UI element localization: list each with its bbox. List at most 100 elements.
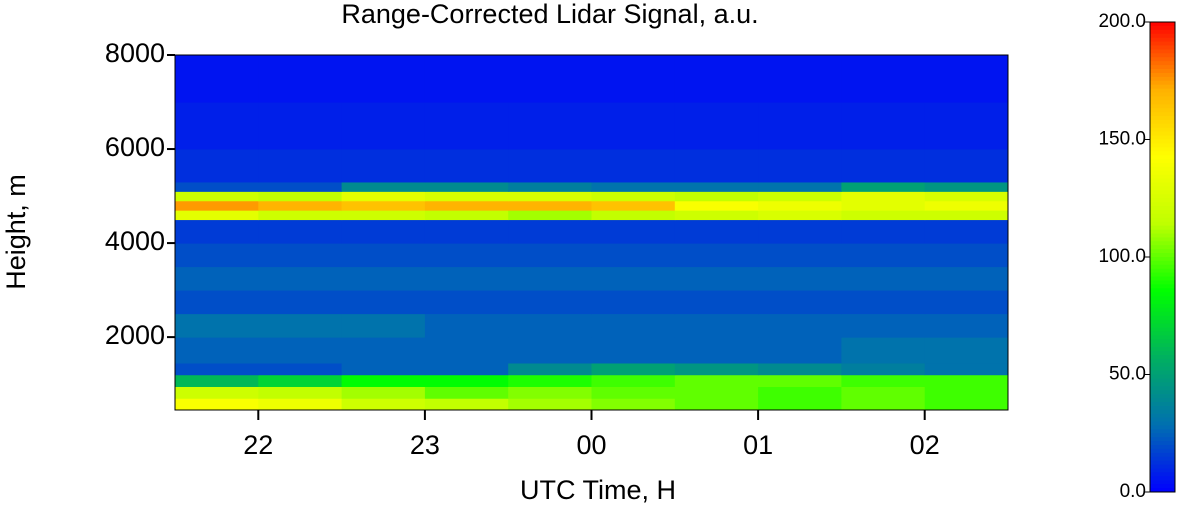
heatmap-cell bbox=[258, 374, 343, 387]
heatmap-cell bbox=[674, 313, 759, 338]
colorbar-segment bbox=[1150, 417, 1175, 422]
heatmap-cell bbox=[508, 374, 592, 387]
heatmap-cell bbox=[674, 55, 759, 103]
colorbar-segment bbox=[1150, 398, 1175, 403]
heatmap-cell bbox=[924, 191, 1009, 202]
heatmap-cell bbox=[341, 219, 426, 244]
heatmap-cell bbox=[674, 191, 759, 202]
heatmap-cell bbox=[758, 386, 842, 399]
colorbar-segment bbox=[1150, 143, 1175, 148]
colorbar-segment bbox=[1150, 80, 1175, 86]
heatmap-cell bbox=[175, 337, 259, 364]
colorbar-segment bbox=[1150, 57, 1175, 62]
heatmap-cell bbox=[258, 149, 343, 183]
heatmap-cell bbox=[924, 374, 1009, 387]
heatmap-cell bbox=[508, 55, 592, 103]
colorbar-segment bbox=[1150, 429, 1175, 434]
heatmap-cell bbox=[841, 181, 926, 192]
heatmap-cell bbox=[758, 191, 842, 202]
x-tick-label: 22 bbox=[243, 430, 273, 460]
colorbar-segment bbox=[1150, 300, 1175, 305]
colorbar-tick-label: 0.0 bbox=[1120, 481, 1146, 502]
heatmap-cell bbox=[341, 266, 426, 291]
colorbar-segment bbox=[1150, 159, 1175, 164]
colorbar-segment bbox=[1150, 174, 1175, 180]
heatmap-cell bbox=[591, 398, 676, 411]
colorbar-segment bbox=[1150, 112, 1175, 117]
colorbar-segment bbox=[1150, 190, 1175, 195]
colorbar-segment bbox=[1150, 53, 1175, 58]
heatmap-cell bbox=[175, 362, 259, 376]
heatmap-cell bbox=[591, 55, 676, 103]
heatmap-cell bbox=[508, 398, 592, 411]
colorbar-segment bbox=[1150, 217, 1175, 223]
colorbar-segment bbox=[1150, 249, 1175, 254]
heatmap-cell bbox=[758, 210, 842, 221]
heatmap-cell bbox=[841, 386, 926, 399]
colorbar-segment bbox=[1150, 358, 1175, 364]
heatmap-cell bbox=[424, 200, 509, 211]
colorbar-segment bbox=[1150, 331, 1175, 336]
heatmap-cell bbox=[341, 210, 426, 221]
heatmap-cell bbox=[758, 200, 842, 211]
colorbar-segment bbox=[1150, 468, 1175, 473]
colorbar-segment bbox=[1150, 29, 1175, 35]
heatmap-cell bbox=[341, 290, 426, 315]
heatmap-cell bbox=[258, 243, 343, 268]
colorbar-segment bbox=[1150, 343, 1175, 348]
colorbar-segment bbox=[1150, 464, 1175, 469]
heatmap-cell bbox=[758, 313, 842, 338]
heatmap-cell bbox=[258, 398, 343, 411]
colorbar-segment bbox=[1150, 225, 1175, 231]
colorbar-segment bbox=[1150, 37, 1175, 43]
heatmap-cell bbox=[924, 181, 1009, 192]
heatmap-cell bbox=[758, 266, 842, 291]
heatmap-cell bbox=[591, 149, 676, 183]
heatmap-cell bbox=[758, 55, 842, 103]
colorbar-segment bbox=[1150, 61, 1175, 66]
heatmap-cell bbox=[841, 290, 926, 315]
heatmap-cell bbox=[175, 219, 259, 244]
colorbar-segment bbox=[1150, 405, 1175, 411]
colorbar-segment bbox=[1150, 378, 1175, 383]
heatmap-cell bbox=[341, 55, 426, 103]
colorbar-segment bbox=[1150, 210, 1175, 215]
heatmap-cell bbox=[674, 243, 759, 268]
heatmap-cell bbox=[341, 181, 426, 192]
colorbar-segment bbox=[1150, 448, 1175, 454]
heatmap-cell bbox=[424, 313, 509, 338]
heatmap-cell bbox=[175, 386, 259, 399]
colorbar-segment bbox=[1150, 351, 1175, 356]
heatmap-cell bbox=[258, 210, 343, 221]
y-tick-label: 2000 bbox=[105, 320, 165, 350]
colorbar-segment bbox=[1150, 22, 1175, 27]
colorbar-segment bbox=[1150, 233, 1175, 238]
colorbar-segment bbox=[1150, 33, 1175, 39]
heatmap-cell bbox=[924, 149, 1009, 183]
y-axis-label: Height, m bbox=[1, 174, 31, 290]
heatmap-cell bbox=[924, 102, 1009, 150]
heatmap-cell bbox=[924, 313, 1009, 338]
y-tick-label: 4000 bbox=[105, 226, 165, 256]
colorbar-segment bbox=[1150, 92, 1175, 97]
heatmap-cell bbox=[175, 398, 259, 411]
x-tick-label: 02 bbox=[910, 430, 940, 460]
colorbar-segment bbox=[1150, 472, 1175, 477]
heatmap-cell bbox=[758, 243, 842, 268]
heatmap-cell bbox=[591, 362, 676, 376]
colorbar-tick-label: 100.0 bbox=[1098, 246, 1146, 267]
colorbar-segment bbox=[1150, 170, 1175, 176]
colorbar-segment bbox=[1150, 484, 1175, 489]
colorbar-segment bbox=[1150, 268, 1175, 274]
heatmap-cell bbox=[424, 398, 509, 411]
colorbar-segment bbox=[1150, 288, 1175, 293]
heatmap-cell bbox=[258, 313, 343, 338]
heatmap-cell bbox=[341, 398, 426, 411]
heatmap-cell bbox=[924, 337, 1009, 364]
heatmap-cell bbox=[175, 313, 259, 338]
y-tick-label: 6000 bbox=[105, 132, 165, 162]
heatmap-cell bbox=[258, 191, 343, 202]
heatmap-cell bbox=[341, 374, 426, 387]
colorbar-segment bbox=[1150, 41, 1175, 46]
